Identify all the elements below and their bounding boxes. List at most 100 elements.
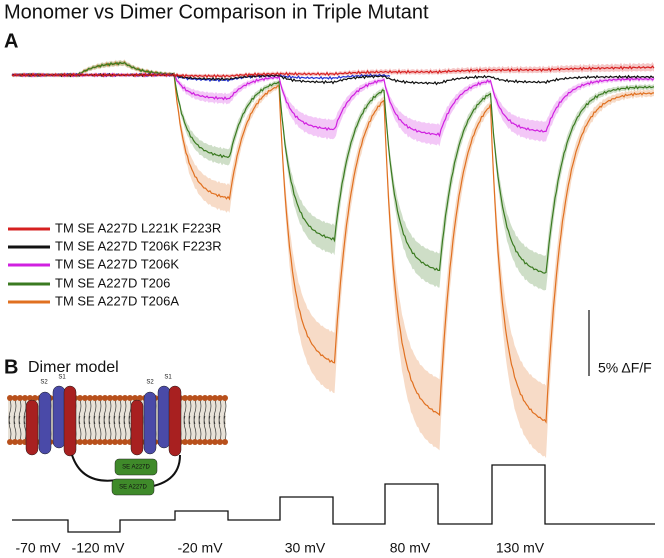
dimer-cartoon: S2 S1 S2 S1 SE A227D SE A227D [7, 375, 228, 496]
lipid-head [212, 439, 218, 445]
lipid-tail [113, 415, 117, 441]
panel-label: A [4, 30, 18, 52]
lipid-head [7, 439, 13, 445]
model-label: SE A227D [119, 485, 147, 491]
lipid-head [197, 395, 203, 401]
lipid-head [192, 439, 198, 445]
panel-subtitle: Dimer model [28, 359, 119, 376]
helix [25, 399, 39, 456]
lipid-head [137, 395, 143, 401]
lipid-tail [103, 415, 107, 441]
model-label: S1 [164, 375, 172, 381]
trace [11, 65, 655, 79]
lipid-head [122, 439, 128, 445]
lipid-head [82, 395, 88, 401]
traces [11, 59, 655, 459]
lipid-tail [203, 415, 207, 441]
lipid-tail [208, 415, 212, 441]
legend-label: TM SE A227D T206K F223R [55, 238, 222, 253]
lipid-tail [78, 415, 82, 441]
lipid-head [207, 395, 213, 401]
lipid-head [77, 439, 83, 445]
lipid-head [222, 395, 228, 401]
trace-error-band [12, 59, 654, 291]
lipid-head [197, 439, 203, 445]
voltage-label: 30 mV [285, 540, 326, 556]
lipid-head [182, 439, 188, 445]
lipid-head [92, 439, 98, 445]
legend: TM SE A227D L221K F223R TM SE A227D T206… [8, 220, 222, 308]
lipid-head [107, 439, 113, 445]
lipid-head [202, 395, 208, 401]
lipid-head [77, 395, 83, 401]
lipid-tail [213, 415, 217, 441]
lipid-head [102, 439, 108, 445]
lipid-head [107, 395, 113, 401]
lipid-head [112, 439, 118, 445]
lipid-head [222, 439, 228, 445]
lipid-head [32, 395, 38, 401]
voltage-protocol [12, 464, 655, 533]
lipid-head [187, 395, 193, 401]
lipid-tail [83, 415, 87, 441]
helix [143, 391, 157, 455]
legend-label: TM SE A227D T206 [55, 275, 170, 290]
voltage-label: 80 mV [390, 540, 431, 556]
helix [38, 391, 52, 455]
lipid-tail [13, 415, 17, 441]
legend-label: TM SE A227D T206A [55, 293, 179, 308]
lipid-tail [123, 415, 127, 441]
lipid-head [207, 439, 213, 445]
lipid-head [187, 439, 193, 445]
lipid-head [12, 439, 18, 445]
phosphatase-domain [114, 458, 158, 476]
lipid-head [132, 395, 138, 401]
lipid-tail [183, 415, 187, 441]
lipid-head [217, 439, 223, 445]
lipid-tail [88, 415, 92, 441]
model-label: S1 [58, 375, 66, 381]
legend-label: TM SE A227D T206K [55, 256, 179, 271]
lipid-head [17, 439, 23, 445]
lipid-tail [193, 415, 197, 441]
lipid-head [97, 395, 103, 401]
lipid-head [82, 439, 88, 445]
helix [63, 385, 77, 457]
lipid-tail [198, 415, 202, 441]
legend-label: TM SE A227D L221K F223R [55, 220, 221, 235]
lipid-head [212, 395, 218, 401]
lipid-tail [18, 415, 22, 441]
lipid-head [117, 439, 123, 445]
helix [52, 385, 66, 449]
lipid-tail [118, 415, 122, 441]
lipid-head [22, 395, 28, 401]
lipid-tail [93, 415, 97, 441]
helix [157, 385, 171, 449]
lipid-head [27, 395, 33, 401]
lipid-head [12, 395, 18, 401]
lipid-tail [218, 415, 222, 441]
model-label: S2 [146, 380, 154, 386]
lipid-head [182, 395, 188, 401]
panel-label: B [4, 356, 18, 378]
lipid-head [217, 395, 223, 401]
lipid-head [117, 395, 123, 401]
voltage-label: -70 mV [15, 540, 61, 556]
lipid-head [102, 395, 108, 401]
helix [130, 399, 144, 456]
lipid-head [122, 395, 128, 401]
figure-title: Monomer vs Dimer Comparison in Triple Mu… [4, 1, 429, 23]
trace-error-band [12, 59, 654, 459]
lipid-head [87, 395, 93, 401]
phosphatase-domain [111, 478, 155, 496]
lipid-tail [108, 415, 112, 441]
lipid-head [192, 395, 198, 401]
lipid-head [87, 439, 93, 445]
lipid-head [127, 395, 133, 401]
scale-bar-label: 5% ΔF/F [598, 360, 652, 376]
lipid-tail [98, 415, 102, 441]
lipid-head [7, 395, 13, 401]
voltage-label: -20 mV [177, 540, 223, 556]
model-label: S2 [40, 380, 48, 386]
